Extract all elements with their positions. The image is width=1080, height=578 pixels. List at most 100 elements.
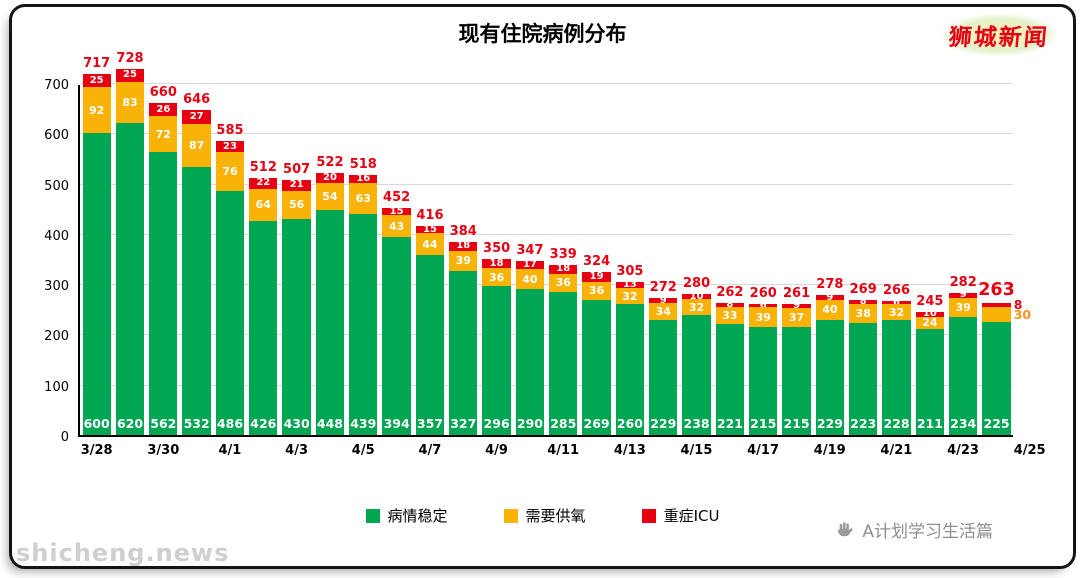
seg-red-segment: 15 <box>382 206 411 216</box>
segment-value-label: 9 <box>793 300 801 312</box>
seg-red-segment: 26 <box>149 103 178 117</box>
segment-value-label: 27 <box>189 110 204 122</box>
seg-yellow-segment: 92 <box>82 87 111 134</box>
seg-green-segment: 228 <box>882 320 911 435</box>
segment-value-label: 72 <box>155 127 171 141</box>
segment-value-label: 83 <box>122 95 138 109</box>
segment-value-label: 64 <box>255 198 271 212</box>
seg-green-segment: 426 <box>249 220 278 435</box>
legend-swatch <box>365 508 380 523</box>
segment-value-label: 76 <box>222 165 238 179</box>
seg-yellow-segment: 63 <box>349 182 378 215</box>
seg-red-segment: 16 <box>349 173 378 183</box>
gridlines <box>80 83 1013 435</box>
y-tick-label: 0 <box>60 430 69 445</box>
seg-green-segment: 620 <box>115 123 145 435</box>
watermark: shicheng.news <box>16 539 230 567</box>
segment-value-label: 18 <box>489 257 504 269</box>
bar-total-label: 280 <box>682 276 711 292</box>
bar-stack: 261 9 37 215 <box>782 286 811 435</box>
segment-value-label: 63 <box>355 191 371 205</box>
x-tick-label: 4/21 <box>880 443 913 458</box>
bar-total-label: 260 <box>749 286 777 302</box>
segment-value-label: 37 <box>788 311 805 325</box>
segment-value-label: 26 <box>156 103 171 115</box>
seg-green-segment: 439 <box>349 214 378 435</box>
segment-value-label: 327 <box>450 416 477 431</box>
bar-column: 269 8 38 223 <box>847 85 880 435</box>
bar-total-label: 269 <box>849 281 877 297</box>
bar-stack: 512 22 64 426 <box>249 160 278 435</box>
seg-yellow-segment: 72 <box>149 116 178 153</box>
bar-total-label: 339 <box>549 246 577 262</box>
seg-red-segment <box>982 302 1011 307</box>
segment-value-label: 426 <box>250 416 277 431</box>
legend-swatch <box>503 508 518 523</box>
bar-total-label: 263 <box>978 279 1015 300</box>
seg-green-segment: 562 <box>149 152 178 435</box>
seg-red-segment: 20 <box>315 172 345 183</box>
segment-value-label: 23 <box>223 140 237 152</box>
seg-green-segment: 448 <box>315 209 345 435</box>
segment-value-label: 15 <box>422 223 437 235</box>
bar-stack: 263 225 8 30 <box>978 280 1031 435</box>
seg-red-segment: 13 <box>615 279 645 289</box>
y-tick-label: 300 <box>44 279 69 295</box>
segment-value-label: 228 <box>883 416 910 431</box>
bar-total-label: 261 <box>782 285 811 301</box>
plot-area: 717 25 92 600 728 25 83 620 660 26 72 562 646 27 87 532… <box>78 51 1046 458</box>
segment-value-label: 39 <box>755 310 771 324</box>
chart-title: 现有住院病例分布 <box>458 22 627 46</box>
chart-area: 0 100 200 300 400 500 600 700 717 25 92 600 728 25 83… <box>26 51 1059 458</box>
seg-yellow-segment: 39 <box>749 307 778 327</box>
segment-value-label: 36 <box>588 284 605 298</box>
bar-stack: 728 25 83 620 <box>115 51 145 435</box>
legend-swatch <box>641 508 656 523</box>
seg-red-segment: 9 <box>949 290 978 300</box>
segment-value-label: 92 <box>89 103 105 117</box>
x-axis-labels: 3/28 3/30 4/1 4/3 4/5 4/7 4/9 4/11 4/13 4/15 4/17 4… <box>80 435 1046 461</box>
bar-stack: 452 15 43 394 <box>382 190 411 435</box>
window-frame: 现有住院病例分布 狮城新闻 0 100 200 300 400 500 600 700 717… <box>9 4 1076 569</box>
seg-red-segment: 22 <box>249 177 278 189</box>
segment-value-label: 6 <box>759 299 767 311</box>
seg-green-segment: 215 <box>782 326 811 435</box>
segment-value-label: 19 <box>589 270 604 282</box>
y-axis: 0 100 200 300 400 500 600 700 <box>26 78 78 445</box>
segment-value-label: 25 <box>89 74 104 86</box>
bar-column: 585 23 76 486 <box>213 85 246 435</box>
seg-green-segment: 532 <box>182 167 211 435</box>
segment-value-label: 260 <box>616 416 643 431</box>
bar-total-label: 416 <box>416 207 444 223</box>
bar-stack: 585 23 76 486 <box>215 123 245 435</box>
bar-column: 339 18 36 285 <box>547 85 580 435</box>
seg-red-segment: 9 <box>815 292 845 302</box>
x-tick-label: 4/23 <box>947 443 979 458</box>
segment-value-label: 8 <box>726 299 734 311</box>
seg-yellow-segment: 56 <box>282 190 311 219</box>
segment-value-label: 18 <box>556 263 571 275</box>
seg-yellow-segment: 32 <box>615 288 645 305</box>
bar-total-label: 728 <box>116 50 144 66</box>
seg-yellow-segment: 37 <box>782 308 811 327</box>
segment-value-label: 215 <box>750 416 777 431</box>
bar-stack: 272 9 34 229 <box>649 280 678 435</box>
seg-yellow-segment: 36 <box>482 268 511 287</box>
bar-total-label: 660 <box>149 85 177 101</box>
seg-red-segment: 9 <box>649 295 678 305</box>
x-tick-label: 4/7 <box>418 443 442 458</box>
bar-stack: 507 21 56 430 <box>282 162 311 435</box>
gridline <box>80 133 1013 135</box>
segment-value-label: 36 <box>488 270 505 284</box>
bar-stack: 646 27 87 532 <box>182 92 211 435</box>
y-tick-label: 500 <box>44 178 69 194</box>
seg-yellow-segment: 39 <box>449 250 478 271</box>
bar-total-label: 324 <box>583 254 611 270</box>
seg-green-segment: 290 <box>515 289 545 435</box>
segment-value-label: 394 <box>383 416 410 431</box>
bar-column: 452 15 43 394 <box>380 85 413 435</box>
seg-red-segment: 6 <box>749 300 778 310</box>
bar-stack: 660 26 72 562 <box>149 85 178 435</box>
bar-stack: 266 6 32 228 <box>882 283 911 435</box>
bar-column: 728 25 83 620 <box>113 51 146 435</box>
